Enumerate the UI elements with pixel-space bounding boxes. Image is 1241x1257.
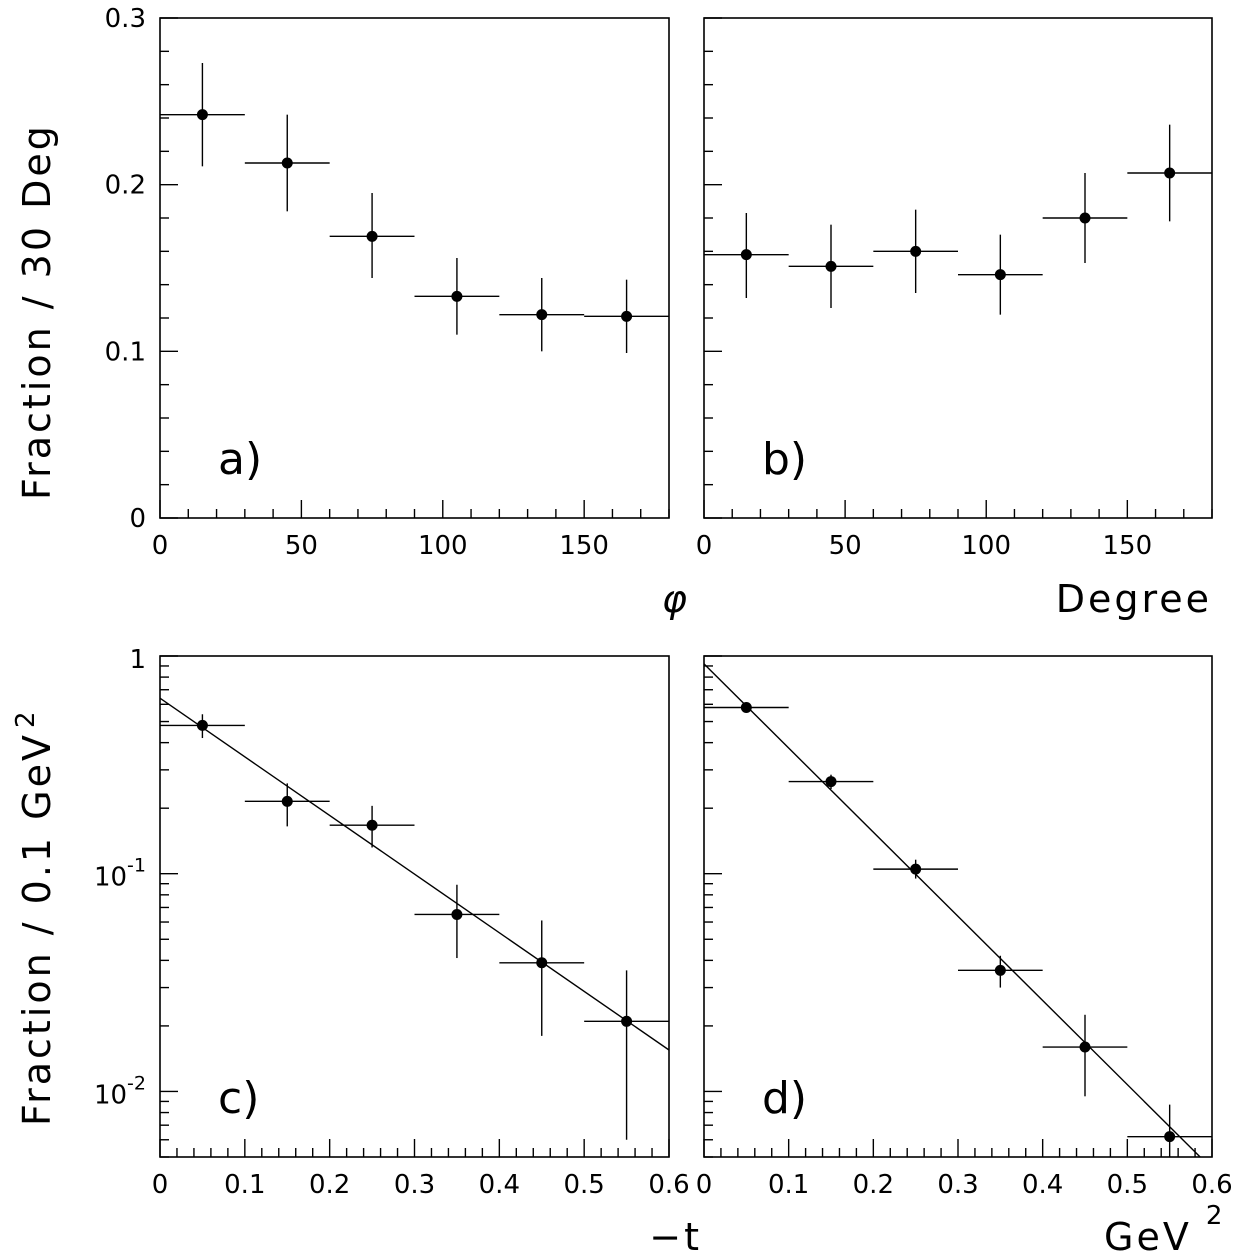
panel-label: d): [762, 1073, 807, 1124]
data-point: [910, 863, 922, 875]
y-tick-label-base: 1: [129, 645, 146, 675]
x-tick-label: 0.2: [853, 1170, 894, 1200]
x-tick-label: 0.6: [648, 1170, 689, 1200]
data-point: [994, 269, 1006, 281]
y-axis-title-bottom-text: Fraction / 0.1 GeV: [15, 732, 59, 1126]
data-point: [621, 1015, 633, 1027]
x-tick-label: 0.4: [479, 1170, 520, 1200]
y-tick-label-base: 10: [94, 863, 127, 893]
x-tick-label: 150: [1103, 531, 1153, 561]
data-point: [536, 957, 548, 969]
data-point: [1079, 1041, 1091, 1053]
x-tick-label: 0.5: [1107, 1170, 1148, 1200]
data-point: [1164, 1131, 1176, 1143]
data-point: [451, 908, 463, 920]
data-point: [451, 290, 463, 302]
panel-label: a): [218, 434, 262, 485]
x-tick-label: 100: [418, 531, 468, 561]
y-tick-label: 0: [129, 504, 146, 534]
x-tick-label: 0.1: [224, 1170, 265, 1200]
x-axis-title-top-left: φ: [662, 577, 690, 621]
x-axis-title-bottom-left: −t: [649, 1215, 702, 1257]
data-point: [825, 260, 837, 272]
x-tick-label: 0: [152, 531, 169, 561]
x-tick-label: 0.6: [1191, 1170, 1232, 1200]
panel-d: 0 0.1 0.2 0.3 0.4 0.5 0.6 d): [696, 655, 1233, 1200]
y-tick-label: 10-1: [94, 855, 146, 893]
panel-b: 0 50 100 150 b): [696, 17, 1213, 561]
y-tick-label: 0.2: [105, 171, 146, 201]
data-point: [196, 719, 208, 731]
data-point: [536, 309, 548, 321]
y-tick-label: 0.1: [105, 337, 146, 367]
data-point: [825, 776, 837, 788]
y-tick-label: 0.3: [105, 4, 146, 34]
x-tick-label: 50: [285, 531, 318, 561]
x-tick-label: 150: [559, 531, 609, 561]
data-point: [621, 310, 633, 322]
data-point: [994, 964, 1006, 976]
data-point: [366, 819, 378, 831]
x-tick-label: 0.1: [768, 1170, 809, 1200]
x-axis-title-bottom-right-superscript: 2: [1206, 1201, 1226, 1231]
x-tick-label: 0.3: [394, 1170, 435, 1200]
data-point: [281, 157, 293, 169]
panel-a: 0 50 100 150 0 0.1 0.2 0.3 a): [105, 4, 670, 561]
data-point: [1079, 212, 1091, 224]
y-tick-label-base: 10: [94, 1080, 127, 1110]
panel-label: c): [218, 1073, 259, 1124]
data-point: [740, 702, 752, 714]
y-axis-title-top: Fraction / 30 Deg: [15, 123, 59, 500]
y-tick-label-exponent: -2: [127, 1072, 146, 1094]
x-tick-label: 0.4: [1022, 1170, 1063, 1200]
x-tick-label: 0.3: [937, 1170, 978, 1200]
data-point: [281, 795, 293, 807]
x-axis-title-bottom-right-text: GeV: [1104, 1215, 1192, 1257]
x-tick-label: 0: [696, 531, 713, 561]
data-point: [196, 109, 208, 121]
data-point: [1164, 167, 1176, 179]
x-tick-label: 0: [152, 1170, 169, 1200]
y-axis-title-bottom: Fraction / 0.1 GeV 2: [11, 708, 59, 1126]
data-point: [910, 245, 922, 257]
x-tick-label: 100: [961, 531, 1011, 561]
data-point: [740, 249, 752, 261]
fit-line: [704, 663, 1201, 1157]
y-axis-title-bottom-superscript: 2: [11, 708, 41, 728]
y-tick-label: 10-2: [94, 1072, 146, 1110]
y-tick-label-exponent: -1: [127, 855, 146, 877]
x-axis-title-top-right: Degree: [1056, 577, 1212, 621]
x-tick-label: 0.5: [563, 1170, 604, 1200]
x-tick-label: 0.2: [309, 1170, 350, 1200]
data-point: [366, 230, 378, 242]
panel-c: 0 0.1 0.2 0.3 0.4 0.5 0.610-210-11c): [94, 645, 690, 1200]
panel-label: b): [762, 434, 807, 485]
x-axis-title-bottom-right: GeV 2: [1104, 1201, 1225, 1257]
y-tick-label: 1: [129, 645, 146, 675]
x-tick-label: 0: [696, 1170, 713, 1200]
fit-line: [160, 697, 669, 1051]
x-tick-label: 50: [829, 531, 862, 561]
